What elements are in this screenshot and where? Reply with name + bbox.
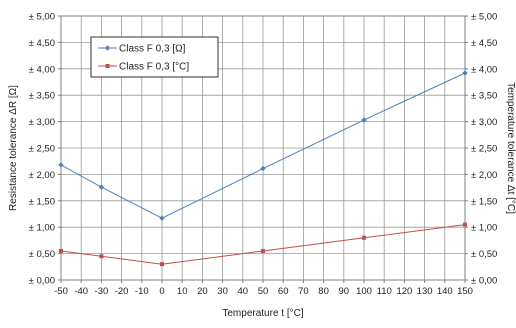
y-right-tick-label: ± 1,50 xyxy=(471,196,497,207)
x-tick-label: 70 xyxy=(298,286,309,297)
x-axis-title: Temperature t [°C] xyxy=(222,308,303,319)
x-axis-ticks: -50 -40 -30 -20 -10 0 10 20 30 40 50 60 70 80 90 100 110… xyxy=(54,280,473,297)
y-axis-left-title: Resistance tolerance ΔR [Ω] xyxy=(8,85,19,211)
y-right-tick-label: ± 5,00 xyxy=(471,12,497,23)
y-right-tick-label: ± 3,00 xyxy=(471,117,497,128)
y-right-tick-label: ± 0,50 xyxy=(471,249,497,260)
x-tick-label: 120 xyxy=(396,286,412,297)
series-1-point xyxy=(159,215,165,221)
y-right-tick-label: ± 4,50 xyxy=(471,38,497,49)
x-tick-label: 80 xyxy=(318,286,329,297)
x-tick-label: 90 xyxy=(339,286,350,297)
x-tick-label: 20 xyxy=(197,286,208,297)
x-tick-label: 0 xyxy=(159,286,164,297)
y-left-tick-label: ± 0,00 xyxy=(29,276,55,287)
y-left-tick-label: ± 1,00 xyxy=(29,223,55,234)
y-left-tick-label: ± 4,00 xyxy=(29,64,55,75)
legend: Class F 0,3 [Ω] Class F 0,3 [°C] xyxy=(90,36,219,78)
series-2-point xyxy=(463,222,467,227)
x-tick-label: -20 xyxy=(115,286,129,297)
x-tick-label: 130 xyxy=(417,286,433,297)
y-left-tick-label: ± 2,50 xyxy=(29,144,55,155)
x-tick-label: -30 xyxy=(95,286,109,297)
x-tick-label: -40 xyxy=(74,286,88,297)
x-tick-label: 50 xyxy=(258,286,269,297)
series xyxy=(58,70,468,267)
y-right-tick-label: ± 0,00 xyxy=(471,276,497,287)
x-tick-label: 30 xyxy=(217,286,228,297)
series-1-point xyxy=(58,162,64,168)
y-left-tick-label: ± 5,00 xyxy=(29,12,55,23)
x-tick-label: 40 xyxy=(238,286,249,297)
y-left-tick-label: ± 2,00 xyxy=(29,170,55,181)
legend-marker-series-1 xyxy=(104,45,111,51)
x-tick-label: -10 xyxy=(135,286,149,297)
y-left-tick-label: ± 1,50 xyxy=(29,196,55,207)
y-right-tick-label: ± 1,00 xyxy=(471,223,497,234)
y-left-tick-label: ± 3,50 xyxy=(29,91,55,102)
x-tick-label: 100 xyxy=(356,286,372,297)
legend-marker-series-2 xyxy=(105,64,110,68)
y-right-tick-label: ± 4,00 xyxy=(471,64,497,75)
series-1-point xyxy=(98,184,105,190)
series-2-point xyxy=(59,248,63,253)
series-1-line xyxy=(60,72,466,219)
x-tick-label: -50 xyxy=(54,286,68,297)
series-2-point xyxy=(261,248,265,253)
y-left-tick-label: ± 0,50 xyxy=(29,249,55,260)
series-2-point xyxy=(160,262,164,267)
y-right-tick-label: ± 2,00 xyxy=(471,170,497,181)
x-tick-label: 140 xyxy=(437,286,453,297)
x-tick-label: 10 xyxy=(177,286,188,297)
y-left-tick-label: ± 4,50 xyxy=(29,38,55,49)
legend-label-series-1: Class F 0,3 [Ω] xyxy=(119,44,186,55)
x-tick-label: 110 xyxy=(377,286,392,297)
y-axis-right-title: Temperature tolerance Δt [°C] xyxy=(505,82,516,214)
y-axis-right-ticks: ± 0,00 ± 0,50 ± 1,00 ± 1,50 ± 2,00 ± 2,50 ± 3,… xyxy=(465,12,497,287)
y-left-tick-label: ± 3,00 xyxy=(29,117,55,128)
legend-box xyxy=(90,36,219,78)
series-2-point xyxy=(362,235,366,240)
series-2-point xyxy=(99,254,104,259)
y-right-tick-label: ± 3,50 xyxy=(471,91,497,102)
y-axis-left-ticks: ± 0,00 ± 0,50 ± 1,00 ± 1,50 ± 2,00 ± 2,50 ± 3,… xyxy=(29,12,61,287)
y-right-tick-label: ± 2,50 xyxy=(471,144,497,155)
series-2-line xyxy=(60,224,466,265)
legend-label-series-2: Class F 0,3 [°C] xyxy=(119,62,189,73)
series-1-point xyxy=(260,165,266,172)
series-1-point xyxy=(462,70,468,76)
series-1-point xyxy=(361,117,367,123)
x-tick-label: 60 xyxy=(278,286,289,297)
x-tick-label: 150 xyxy=(457,286,473,297)
